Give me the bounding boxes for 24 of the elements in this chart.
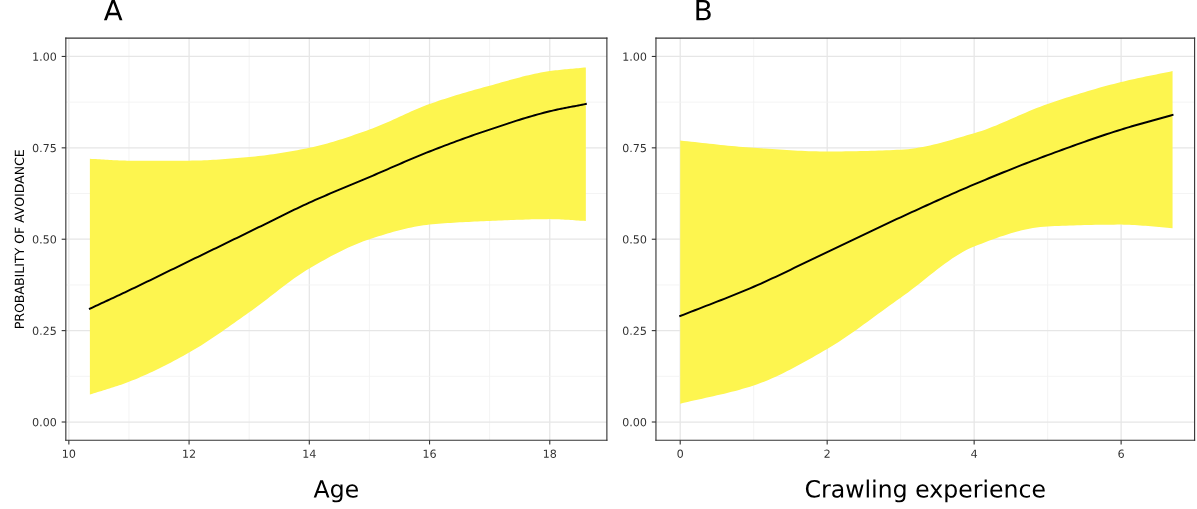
y-axis-title: PROBABILITY OF AVOIDANCE xyxy=(14,150,25,328)
x-tick-label: 0 xyxy=(677,449,683,458)
chart-title: B xyxy=(696,0,711,21)
x-tick-label: 14 xyxy=(303,449,316,458)
chart-title: A xyxy=(103,0,123,21)
x-axis-title: Age xyxy=(313,480,358,503)
y-tick-label: 0.25 xyxy=(622,326,646,335)
y-tick-label: 0.50 xyxy=(622,235,647,244)
y-tick-label: 0.00 xyxy=(32,417,57,427)
y-tick-label: 1.00 xyxy=(623,52,647,61)
x-tick-label: 10 xyxy=(62,449,76,458)
y-tick-label: 0.50 xyxy=(32,235,57,244)
x-axis-title: Crawling experience xyxy=(805,479,1045,503)
x-tick-label: 4 xyxy=(971,449,978,458)
x-tick-label: 18 xyxy=(543,449,557,458)
y-tick-label: 1.00 xyxy=(33,52,57,61)
x-tick-label: 2 xyxy=(824,449,830,458)
y-tick-label: 0.25 xyxy=(32,326,56,335)
x-tick-label: 6 xyxy=(1118,449,1124,458)
x-tick-label: 16 xyxy=(423,449,436,458)
y-tick-label: 0.75 xyxy=(32,143,56,153)
y-tick-label: 0.75 xyxy=(622,143,646,153)
y-tick-label: 0.00 xyxy=(622,417,647,427)
x-tick-label: 12 xyxy=(183,449,196,458)
